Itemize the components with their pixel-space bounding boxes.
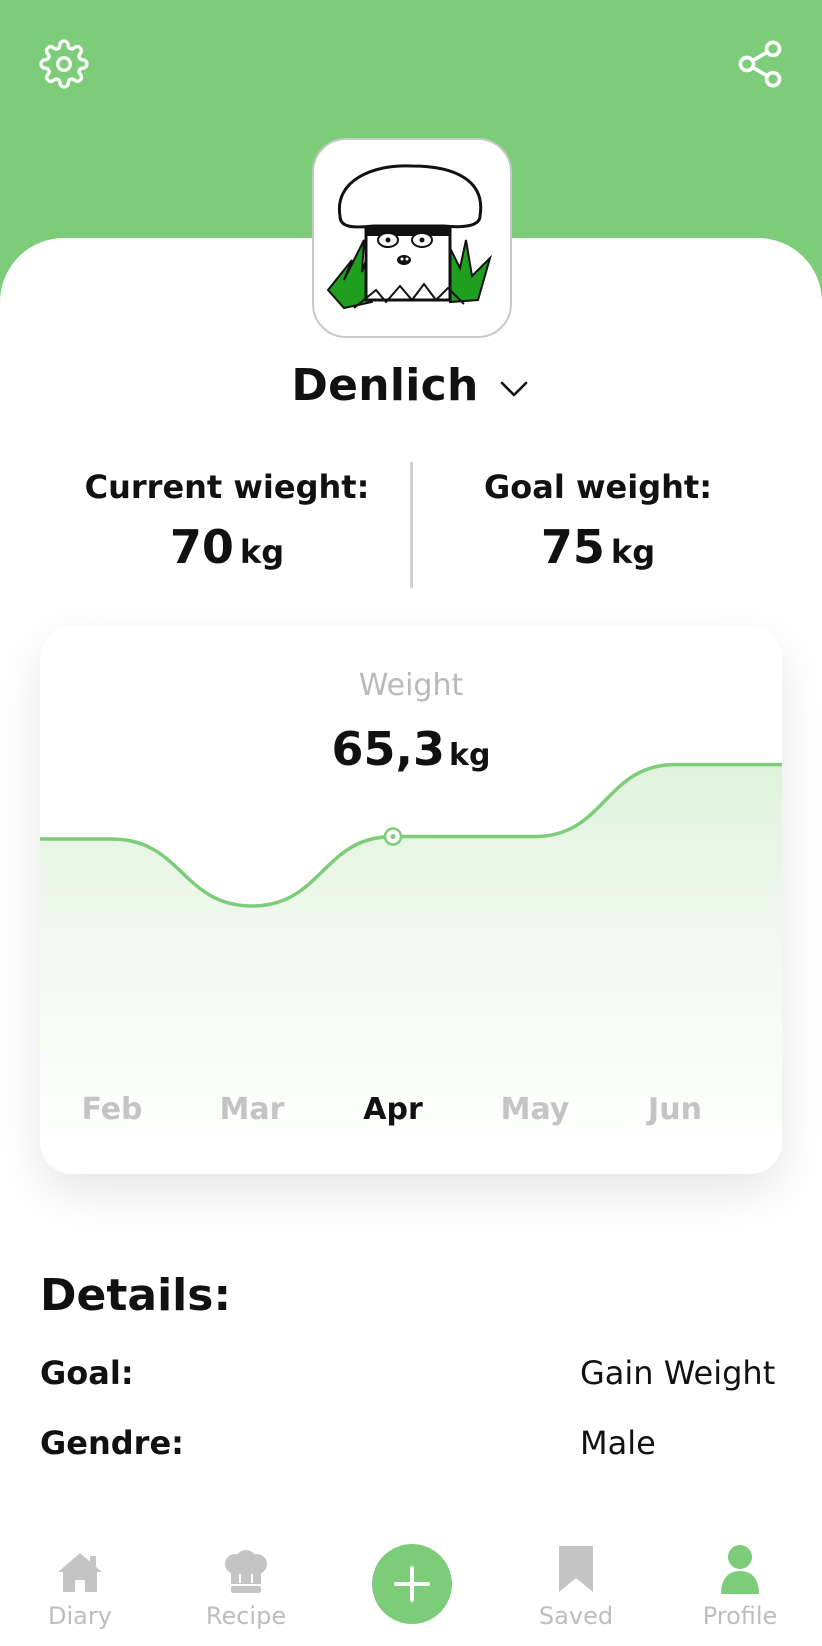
weight-chart-card[interactable]: Weight 65,3 kg Feb Mar Apr May Jun [40, 626, 782, 1174]
share-icon [738, 40, 782, 88]
home-icon [58, 1553, 102, 1592]
nav-label: Recipe [205, 1602, 287, 1630]
bookmark-icon [559, 1546, 593, 1592]
nav-item-recipe[interactable]: Recipe [181, 1544, 311, 1630]
plus-icon [394, 1566, 430, 1602]
goal-weight-value: 75 [540, 520, 605, 574]
bottom-nav: Diary Recipe Saved [0, 1530, 822, 1646]
detail-row-gender: Gendre: Male [40, 1424, 782, 1468]
detail-key: Goal: [40, 1354, 134, 1392]
current-weight-label: Current wieght: [84, 468, 370, 506]
month-tick-may[interactable]: May [500, 1092, 570, 1127]
month-tick-feb[interactable]: Feb [81, 1092, 143, 1127]
chef-hat-icon [225, 1550, 267, 1593]
detail-key: Gendre: [40, 1424, 184, 1462]
nav-label: Saved [538, 1602, 614, 1630]
username: Denlich [291, 360, 479, 411]
month-axis: Feb Mar Apr May Jun [40, 1092, 782, 1136]
chart-area [40, 764, 782, 1174]
detail-value: Gain Weight [580, 1354, 776, 1392]
goal-weight: Goal weight: 75 kg [408, 468, 788, 574]
stats-divider [410, 462, 413, 588]
nav-item-saved[interactable]: Saved [511, 1544, 641, 1630]
share-button[interactable] [732, 36, 788, 92]
current-weight-value: 70 [169, 520, 234, 574]
chart-selected-number: 65,3 [331, 722, 446, 776]
nav-item-diary[interactable]: Diary [15, 1544, 145, 1630]
month-tick-apr[interactable]: Apr [363, 1092, 423, 1127]
nav-label: Profile [702, 1602, 778, 1630]
mushroom-avatar-image [326, 164, 493, 310]
gear-icon [39, 39, 89, 89]
chevron-down-icon[interactable] [497, 372, 531, 406]
chart-title: Weight [358, 668, 464, 703]
month-tick-jun[interactable]: Jun [648, 1092, 702, 1127]
settings-button[interactable] [36, 36, 92, 92]
weight-chart[interactable] [40, 626, 782, 1174]
add-button[interactable] [372, 1544, 452, 1624]
weight-stats: Current wieght: 70 kg Goal weight: 75 kg [0, 462, 822, 588]
nav-item-profile[interactable]: Profile [675, 1544, 805, 1630]
current-weight-unit: kg [239, 533, 285, 571]
avatar[interactable] [312, 138, 512, 338]
user-icon [721, 1545, 759, 1594]
details-title: Details: [40, 1270, 232, 1321]
month-tick-mar[interactable]: Mar [219, 1092, 285, 1127]
detail-row-goal: Goal: Gain Weight [40, 1354, 782, 1398]
current-weight: Current wieght: 70 kg [37, 468, 417, 574]
goal-weight-unit: kg [610, 533, 656, 571]
chart-selected-value: 65,3 kg [40, 722, 782, 776]
goal-weight-label: Goal weight: [484, 468, 712, 506]
username-selector[interactable]: Denlich [0, 360, 822, 411]
detail-value: Male [580, 1424, 656, 1462]
chart-selected-point-center [390, 834, 396, 840]
chart-selected-unit: kg [449, 738, 491, 773]
nav-label: Diary [48, 1602, 112, 1630]
